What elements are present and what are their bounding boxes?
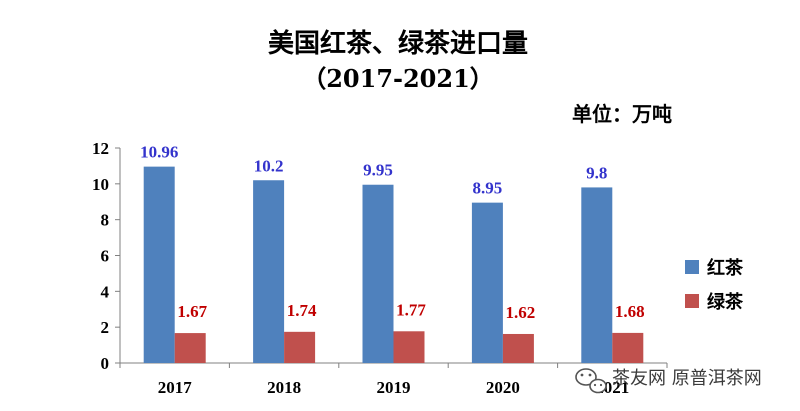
data-label: 9.8 <box>586 163 607 182</box>
y-tick-label: 12 <box>92 139 109 158</box>
legend-swatch <box>685 294 699 308</box>
x-tick-label: 2020 <box>486 378 520 397</box>
y-tick-label: 10 <box>92 175 109 194</box>
data-label: 1.62 <box>506 303 536 322</box>
bars <box>143 166 644 363</box>
data-label: 10.2 <box>254 156 284 175</box>
data-label: 8.95 <box>473 179 503 198</box>
data-labels: 10.96 10.2 9.95 8.95 9.8 1.67 1.74 1.77 1.62 1.68 <box>140 143 645 322</box>
chart-subtitle: （2017-2021） <box>302 64 494 93</box>
bar-black-tea-2018 <box>253 180 285 363</box>
wechat-icon <box>575 368 607 394</box>
watermark: 茶友网 原普洱茶网 <box>575 368 762 394</box>
y-tick-label: 8 <box>101 211 110 230</box>
x-tick-label: 2017 <box>158 378 193 397</box>
bar-black-tea-2021 <box>581 187 613 363</box>
y-tick-label: 0 <box>101 354 110 373</box>
bar-green-tea-2020 <box>502 333 534 363</box>
data-label: 1.74 <box>287 301 317 320</box>
data-label: 10.96 <box>140 143 178 162</box>
x-axis: 2017 2018 2019 2020 2021 <box>119 362 668 397</box>
legend-label: 绿茶 <box>707 291 744 313</box>
chart-title: 美国红茶、绿茶进口量 <box>268 28 528 59</box>
legend-label: 红茶 <box>707 257 744 279</box>
bar-green-tea-2018 <box>284 331 316 363</box>
y-axis: 0 2 4 6 8 10 12 <box>92 139 121 373</box>
data-label: 1.68 <box>615 302 645 321</box>
data-label: 1.77 <box>396 300 426 319</box>
data-label: 1.67 <box>177 302 207 321</box>
bar-green-tea-2017 <box>174 333 206 363</box>
bar-black-tea-2017 <box>143 166 175 363</box>
x-tick-label: 2019 <box>377 378 411 397</box>
data-label: 9.95 <box>363 161 393 180</box>
unit-label: 单位：万吨 <box>572 102 672 126</box>
y-tick-label: 2 <box>101 318 110 337</box>
x-tick-label: 2018 <box>267 378 301 397</box>
bar-black-tea-2019 <box>362 184 394 363</box>
watermark-text: 茶友网 原普洱茶网 <box>612 368 762 389</box>
bar-green-tea-2019 <box>393 331 425 363</box>
y-tick-label: 6 <box>101 247 110 266</box>
legend-swatch <box>685 260 699 274</box>
y-tick-label: 4 <box>101 282 110 301</box>
bar-green-tea-2021 <box>612 332 644 363</box>
bar-black-tea-2020 <box>471 202 503 363</box>
